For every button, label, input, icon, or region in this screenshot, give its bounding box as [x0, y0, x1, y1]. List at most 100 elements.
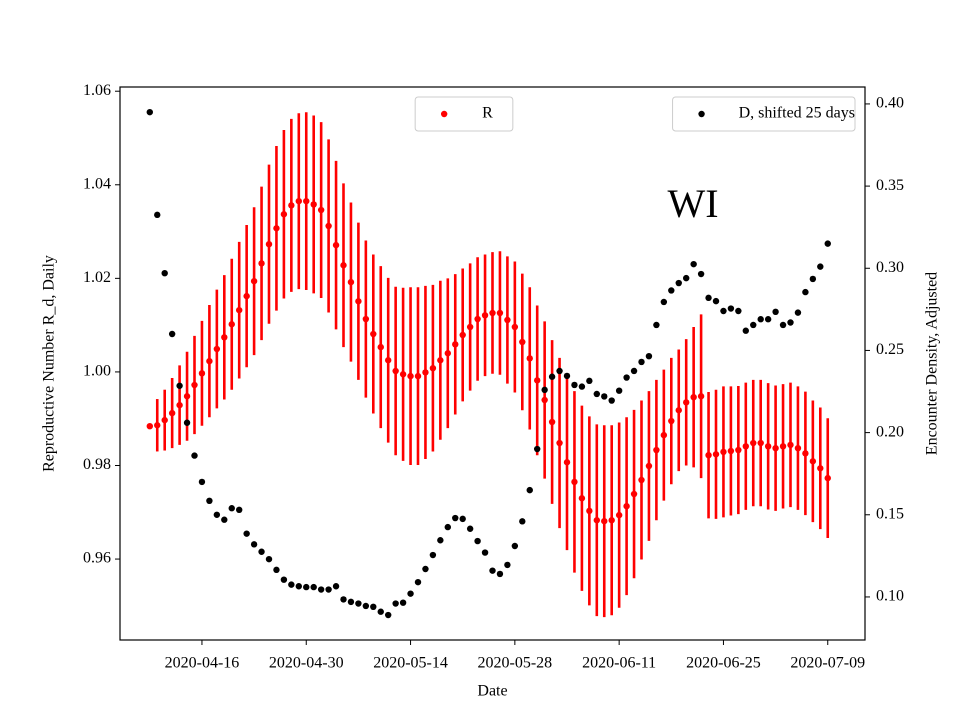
data-point: [168, 409, 176, 417]
data-point: [273, 225, 280, 232]
y-tick-label: 1.00: [83, 363, 111, 380]
data-point: [146, 108, 153, 116]
data-point: [459, 331, 466, 339]
data-point: [675, 279, 682, 287]
data-point: [273, 566, 280, 574]
data-point: [392, 600, 399, 607]
data-point: [541, 386, 548, 394]
data-point: [615, 387, 623, 394]
data-point: [660, 298, 668, 306]
data-point: [385, 357, 392, 364]
data-point: [422, 565, 429, 573]
data-point: [571, 381, 578, 389]
data-point: [735, 446, 742, 454]
y2-tick-label: 0.25: [876, 341, 904, 358]
y2-axis-label: Encounter Density, Adjusted: [924, 272, 941, 455]
legend-label: D, shifted 25 days: [739, 105, 855, 122]
x-axis-label: Date: [477, 683, 507, 700]
plot-frame: [119, 86, 866, 641]
data-point: [764, 443, 772, 450]
data-point: [534, 377, 541, 384]
data-point: [534, 445, 541, 453]
data-point: [742, 443, 749, 450]
data-point: [504, 316, 511, 324]
legend-box: [414, 96, 514, 132]
data-point: [705, 294, 712, 302]
data-point: [258, 260, 265, 267]
data-point: [198, 478, 206, 486]
data-point: [191, 381, 198, 389]
data-point: [712, 451, 720, 458]
data-point: [653, 446, 660, 454]
data-point: [578, 383, 586, 390]
legend-box: [672, 96, 856, 132]
data-point: [399, 371, 407, 378]
data-point: [601, 393, 608, 400]
data-point: [548, 418, 556, 426]
data-point: [370, 330, 377, 338]
data-point: [168, 330, 176, 338]
data-point: [556, 367, 563, 375]
data-point: [206, 497, 213, 505]
data-point: [824, 474, 831, 482]
data-point: [802, 450, 809, 457]
data-point: [817, 263, 824, 270]
data-point: [772, 444, 779, 452]
data-point: [697, 270, 705, 278]
data-point: [779, 443, 787, 450]
data-point: [213, 511, 221, 518]
data-point: [377, 343, 384, 351]
data-point: [675, 407, 682, 414]
data-point: [295, 583, 302, 590]
data-point: [161, 269, 168, 277]
data-point: [370, 603, 377, 611]
y-tick-label: 1.02: [83, 269, 111, 286]
data-point: [608, 517, 615, 524]
data-point: [817, 465, 824, 472]
data-point: [332, 241, 340, 249]
data-point: [593, 517, 600, 524]
data-point: [608, 397, 615, 404]
data-point: [303, 583, 310, 591]
y-axis-label: Reproductive Number R_d, Daily: [41, 255, 58, 472]
data-point: [459, 515, 466, 523]
data-point: [228, 321, 235, 328]
y-tick-label: 0.96: [83, 550, 111, 567]
data-point: [407, 590, 414, 597]
data-point: [407, 372, 414, 380]
data-point: [802, 288, 809, 296]
data-point: [198, 370, 206, 377]
data-point: [474, 537, 481, 545]
data-point: [712, 297, 720, 305]
data-point: [191, 452, 198, 459]
data-point: [638, 476, 645, 484]
x-tick-label: 2020-04-16: [165, 655, 240, 672]
data-point: [444, 350, 451, 357]
data-point: [496, 309, 504, 317]
data-point: [787, 441, 794, 449]
data-point: [630, 367, 638, 375]
data-point: [250, 541, 258, 548]
data-point: [414, 578, 422, 586]
annotation: WI: [667, 181, 718, 226]
data-point: [481, 549, 489, 556]
data-point: [280, 211, 288, 218]
y2-tick-label: 0.30: [876, 259, 904, 276]
data-point: [258, 548, 265, 555]
data-point: [414, 372, 422, 380]
data-point: [720, 307, 727, 315]
data-point: [764, 316, 772, 323]
data-point: [332, 583, 340, 590]
data-point: [630, 490, 638, 498]
data-point: [437, 357, 444, 364]
data-point: [750, 439, 757, 447]
legend: R: [414, 96, 514, 132]
y2-tick-label: 0.35: [876, 177, 904, 194]
legend-marker: [440, 110, 448, 118]
data-point: [511, 542, 519, 550]
data-point: [265, 555, 273, 563]
data-point: [280, 576, 288, 583]
data-point: [571, 478, 578, 486]
data-point: [310, 201, 317, 208]
data-point: [794, 309, 802, 316]
